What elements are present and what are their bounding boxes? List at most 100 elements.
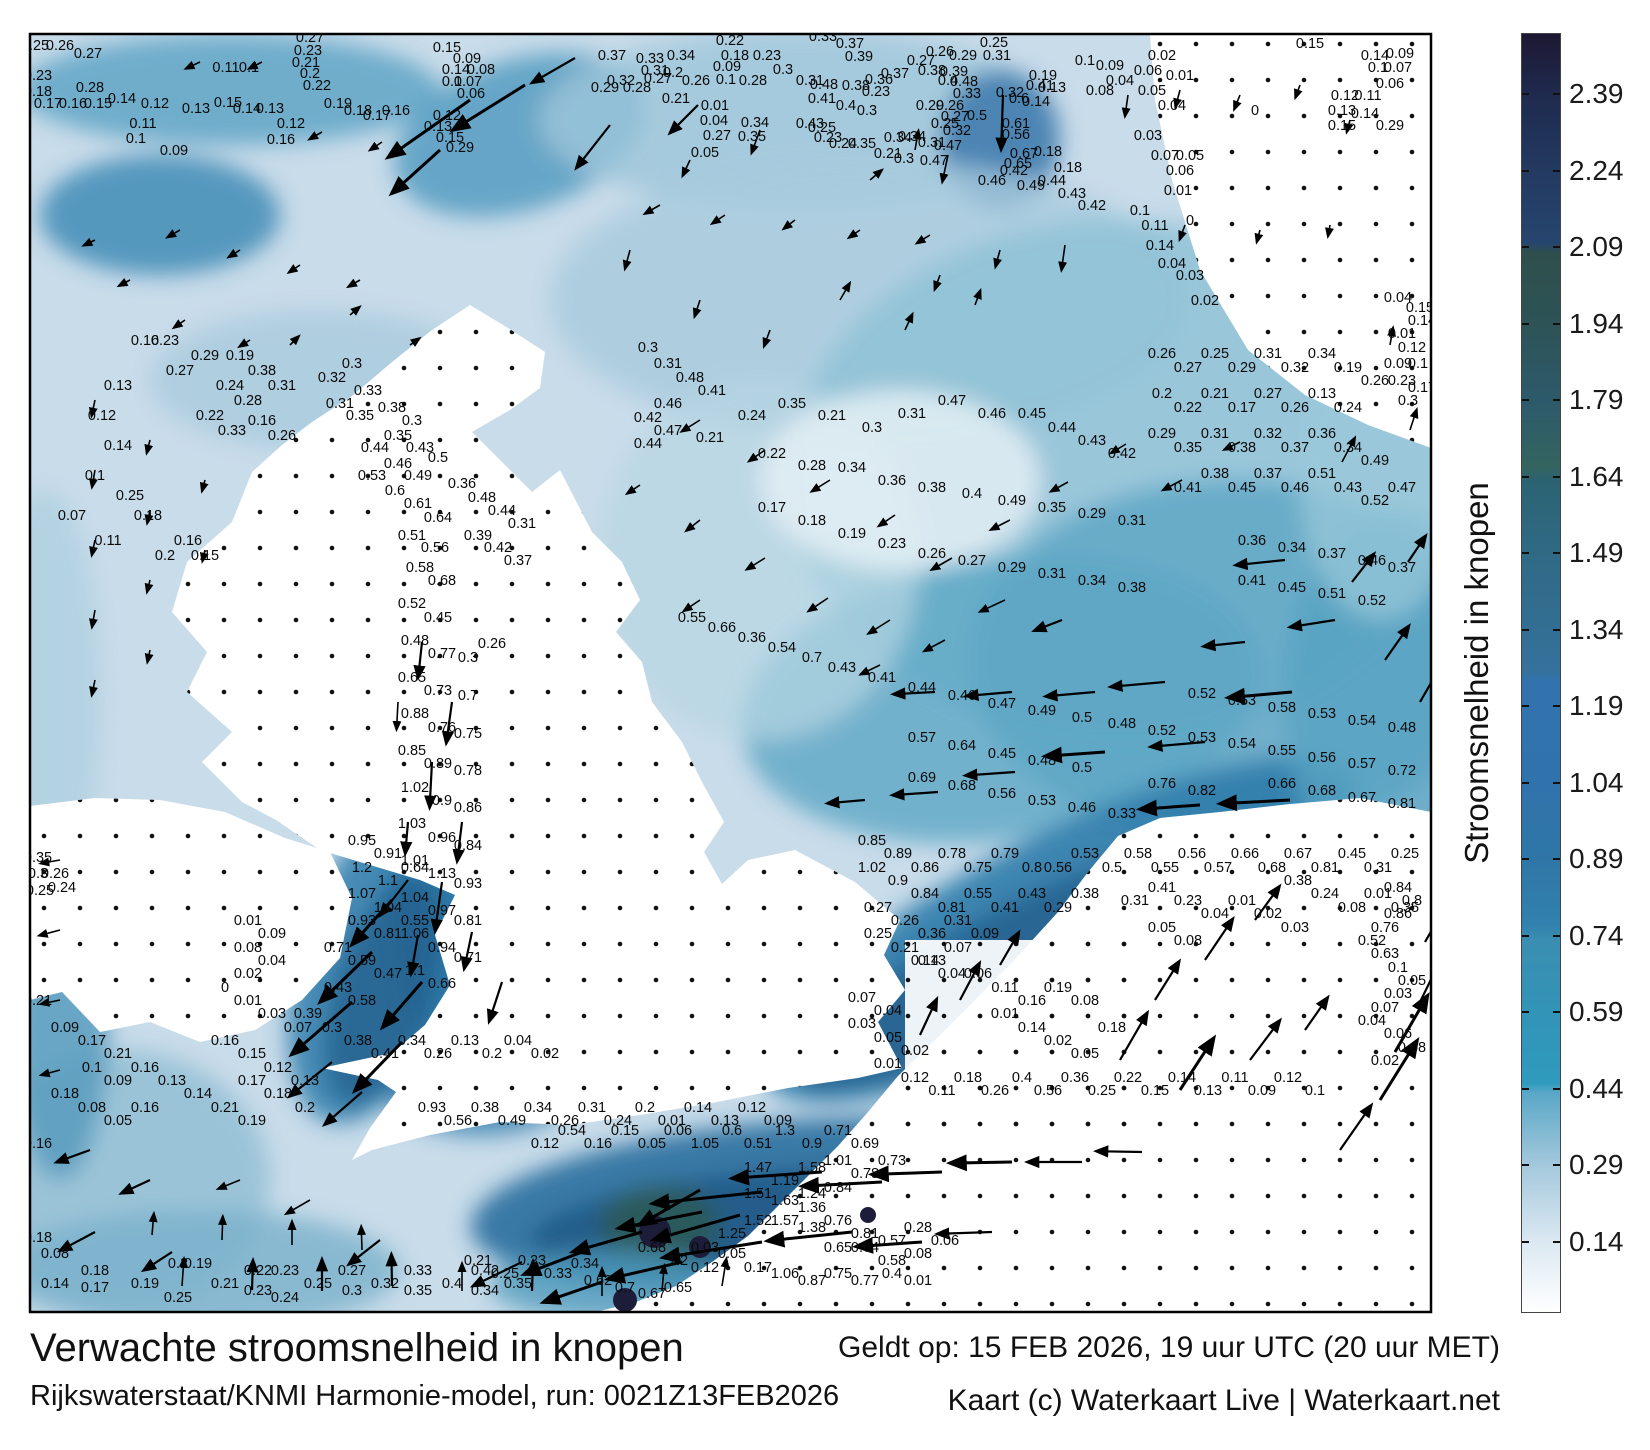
- current-value-label: 0.78: [851, 1166, 879, 1182]
- current-value-label: 0.45: [1018, 406, 1046, 422]
- colorbar-tick-mark: [1553, 475, 1560, 478]
- colorbar-tick-mark: [1522, 858, 1529, 861]
- current-value-label: 0.58: [1268, 700, 1296, 716]
- current-value-label: 0.65: [664, 1280, 692, 1296]
- current-value-label: 0.41: [371, 1046, 399, 1062]
- current-value-label: 0.18: [24, 1230, 52, 1246]
- current-value-label: 0.12: [901, 1070, 929, 1086]
- current-value-label: 0.57: [1348, 756, 1376, 772]
- current-value-label: 0.67: [1284, 846, 1312, 862]
- current-value-label: 0.01: [1164, 183, 1192, 199]
- current-value-label: 0.08: [78, 1100, 106, 1116]
- current-value-label: 0.26: [1281, 400, 1309, 416]
- current-value-label: 0.02: [901, 1043, 929, 1059]
- current-value-label: 0.56: [1178, 846, 1206, 862]
- current-value-label: 0.3: [458, 650, 478, 666]
- current-value-label: 0.9: [888, 873, 908, 889]
- current-value-label: 0.33: [218, 423, 246, 439]
- current-value-label: 0.01: [904, 1273, 932, 1289]
- current-value-label: 0.11: [928, 1083, 955, 1099]
- colorbar-tick-mark: [1522, 399, 1529, 402]
- current-value-label: 0.35: [504, 1276, 532, 1292]
- current-value-label: 0.04: [1158, 256, 1186, 272]
- current-value-label: 0.71: [454, 950, 482, 966]
- current-arrow: [962, 768, 1016, 781]
- current-arrow: [89, 469, 98, 490]
- current-value-label: 0.1: [716, 72, 736, 88]
- current-arrow: [526, 1257, 539, 1292]
- current-value-label: 0.16: [1018, 993, 1046, 1009]
- current-arrow: [681, 159, 691, 179]
- colorbar-tick-label: 2.09: [1569, 231, 1624, 263]
- colorbar-tick-label: 1.34: [1569, 613, 1624, 645]
- current-value-label: 0.26: [46, 38, 74, 54]
- current-value-label: 0.01: [658, 1113, 686, 1129]
- current-value-label: 0.37: [1388, 560, 1416, 576]
- current-value-label: 1.58: [798, 1160, 826, 1176]
- current-value-label: 0.15: [611, 1123, 639, 1139]
- current-value-label: 0.81: [374, 926, 402, 942]
- current-value-label: 0.15: [214, 95, 242, 111]
- current-value-label: 0.4: [836, 98, 856, 114]
- current-value-label: 0.93: [348, 913, 376, 929]
- current-value-label: 0.07: [848, 990, 876, 1006]
- current-arrow: [809, 479, 831, 493]
- current-value-label: 0.55: [1268, 743, 1296, 759]
- current-arrow: [349, 305, 362, 316]
- current-value-label: 0.25: [864, 926, 892, 942]
- current-arrows-layer: [36, 57, 1430, 1305]
- current-value-label: 0.61: [404, 496, 432, 512]
- current-value-label: 0.16: [131, 1060, 159, 1076]
- current-value-label: 0.16: [211, 1033, 239, 1049]
- current-value-label: 0.87: [798, 1273, 826, 1289]
- current-value-label: 0.09: [1386, 46, 1414, 62]
- current-value-label: 0.25: [26, 883, 54, 899]
- current-value-label: 0.27: [338, 1263, 366, 1279]
- current-value-label: 0.09: [1248, 1083, 1276, 1099]
- colorbar-tick-mark: [1522, 1240, 1529, 1243]
- current-value-label: 0.32: [943, 123, 971, 139]
- current-value-label: 0.84: [824, 1180, 852, 1196]
- current-value-label: 1.06: [771, 1266, 799, 1282]
- current-value-label: 0.25: [1201, 346, 1229, 362]
- current-value-label: 0.23: [271, 1263, 299, 1279]
- current-value-label: 0.33: [354, 383, 382, 399]
- current-value-label: 0.39: [845, 49, 873, 65]
- current-arrow: [1178, 1034, 1217, 1091]
- current-value-label: 0.64: [424, 510, 452, 526]
- current-arrow: [744, 557, 766, 571]
- current-value-label: 0.01: [874, 1056, 902, 1072]
- current-value-label: 0.06: [457, 86, 485, 102]
- current-value-label: 0.32: [1281, 360, 1309, 376]
- current-arrow: [933, 274, 942, 293]
- current-value-label: 0.65: [398, 670, 426, 686]
- current-value-label: 0.18: [264, 1086, 292, 1102]
- current-arrow: [378, 879, 409, 918]
- current-value-label: 0.25: [808, 120, 836, 136]
- current-arrow: [346, 1239, 381, 1267]
- current-value-label: 0.02: [1044, 1033, 1072, 1049]
- current-value-label: 0: [221, 980, 229, 996]
- current-value-label: 0.18: [24, 84, 52, 100]
- current-value-label: 0: [1251, 103, 1259, 119]
- current-value-label: 0.17: [744, 1260, 772, 1276]
- current-value-label: 0.08: [1071, 993, 1099, 1009]
- current-value-label: 0.5: [1102, 860, 1122, 876]
- current-arrow: [38, 997, 61, 1007]
- current-value-label: 0.48: [676, 370, 704, 386]
- current-value-label: 1.04: [374, 900, 402, 916]
- current-value-label: 0.29: [998, 560, 1026, 576]
- current-value-label: 0.22: [758, 446, 786, 462]
- current-value-label: 0.03: [1176, 268, 1204, 284]
- current-value-label: 0.41: [868, 670, 896, 686]
- current-arrow: [36, 929, 61, 938]
- current-arrow: [603, 1260, 683, 1284]
- current-value-label: 0.54: [558, 1123, 586, 1139]
- current-arrow: [993, 249, 1002, 270]
- current-value-label: 0.82: [1188, 783, 1216, 799]
- current-value-label: 0.77: [851, 1273, 879, 1289]
- current-value-label: 0.38: [471, 1100, 499, 1116]
- current-value-label: 0.46: [948, 688, 976, 704]
- colorbar-tick-label: 0.44: [1569, 1072, 1624, 1104]
- current-value-label: 0.66: [1268, 776, 1296, 792]
